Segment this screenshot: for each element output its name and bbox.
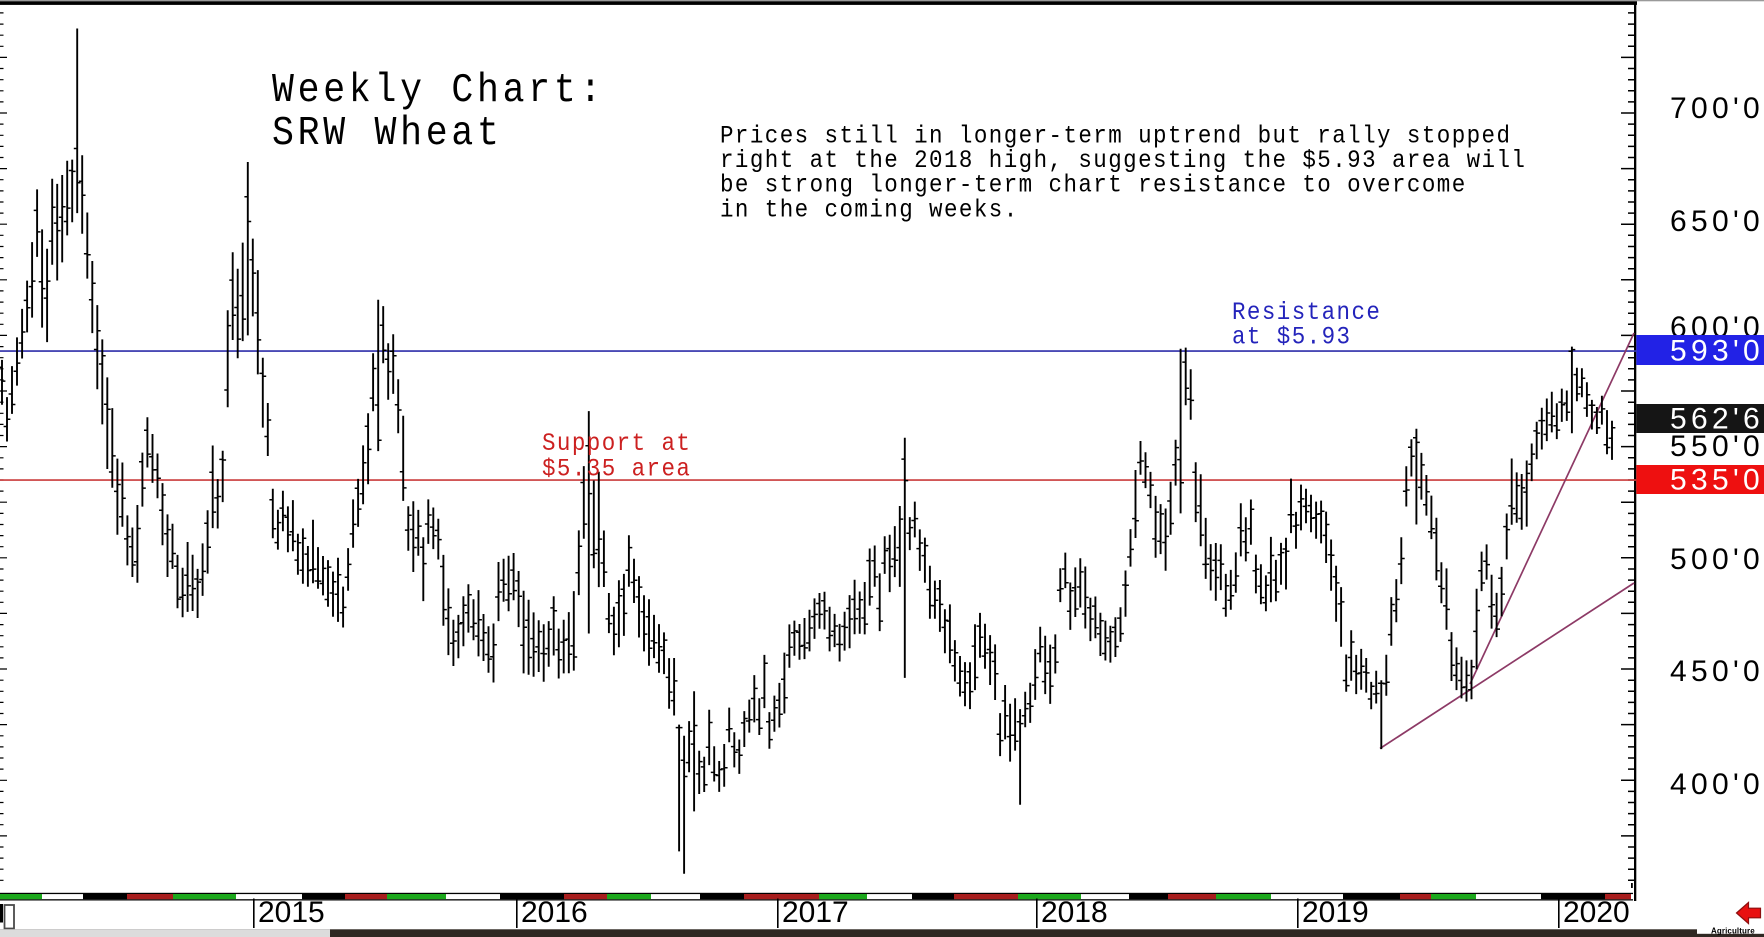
svg-text:2019: 2019 bbox=[1302, 896, 1369, 929]
svg-text:2018: 2018 bbox=[1041, 896, 1108, 929]
svg-text:Agriculture: Agriculture bbox=[1711, 927, 1755, 936]
svg-text:400'0: 400'0 bbox=[1670, 768, 1764, 801]
svg-text:at $5.93: at $5.93 bbox=[1232, 324, 1351, 352]
svg-text:2017: 2017 bbox=[782, 896, 849, 929]
svg-text:650'0: 650'0 bbox=[1670, 205, 1764, 238]
svg-text:2020: 2020 bbox=[1563, 896, 1630, 929]
svg-text:be strong longer-term chart re: be strong longer-term chart resistance t… bbox=[720, 172, 1467, 200]
svg-text:Prices still in longer-term up: Prices still in longer-term uptrend but … bbox=[720, 123, 1511, 151]
svg-text:Resistance: Resistance bbox=[1232, 299, 1381, 327]
svg-text:550'0: 550'0 bbox=[1670, 430, 1764, 463]
svg-text:450'0: 450'0 bbox=[1670, 655, 1764, 688]
svg-text:2015: 2015 bbox=[258, 896, 325, 929]
svg-text:535'0: 535'0 bbox=[1670, 464, 1764, 497]
svg-text:2016: 2016 bbox=[521, 896, 588, 929]
svg-text:Support at: Support at bbox=[542, 430, 691, 458]
svg-text:Weekly Chart:: Weekly Chart: bbox=[272, 67, 605, 113]
svg-text:$5.35 area: $5.35 area bbox=[542, 456, 691, 484]
svg-text:593'0: 593'0 bbox=[1670, 335, 1764, 368]
svg-text:500'0: 500'0 bbox=[1670, 543, 1764, 576]
svg-text:700'0: 700'0 bbox=[1670, 92, 1764, 125]
svg-text:in the coming weeks.: in the coming weeks. bbox=[720, 196, 1019, 224]
svg-text:right at the 2018 high, sugges: right at the 2018 high, suggesting the $… bbox=[720, 147, 1526, 175]
svg-text:562'6: 562'6 bbox=[1670, 403, 1764, 436]
svg-text:SRW Wheat: SRW Wheat bbox=[272, 110, 503, 156]
